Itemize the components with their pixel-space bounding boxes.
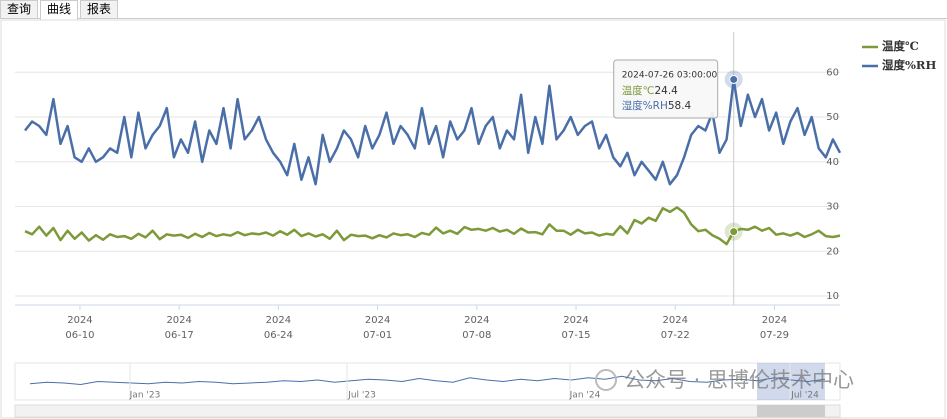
tooltip-value: 58.4 [668, 100, 692, 112]
x-tick-label: 06-17 [165, 330, 194, 341]
x-tick-year: 2024 [663, 315, 688, 326]
x-tick-label: 06-24 [264, 330, 293, 341]
x-tick-year: 2024 [266, 315, 291, 326]
tooltip-series: 温度℃ [622, 84, 655, 97]
watermark: 公众号 · 思博伦技术中心 [624, 368, 854, 392]
x-tick-year: 2024 [365, 315, 390, 326]
navigator-label: Jan '23 [129, 391, 161, 401]
tooltip-value: 24.4 [654, 85, 678, 97]
navigator-label: Jan '24 [569, 391, 601, 401]
tab[interactable]: 曲线 [40, 0, 79, 20]
legend-label: 温度℃ [882, 39, 919, 53]
navigator-label: Jul '23 [347, 391, 376, 401]
y-tick-label: 20 [826, 246, 839, 257]
scrollbar-track [14, 404, 841, 418]
x-tick-year: 2024 [563, 315, 588, 326]
chart-frame [0, 19, 946, 419]
navigator-bg [14, 362, 841, 401]
navigator-label: Jul '24 [790, 391, 819, 401]
hover-marker [729, 227, 739, 237]
tooltip-time: 2024-07-26 03:00:00 [622, 71, 718, 81]
hover-marker [729, 74, 739, 84]
x-tick-year: 2024 [67, 315, 92, 326]
y-tick-label: 60 [826, 67, 839, 78]
tab-bar: 查询 曲线 报表 [0, 0, 947, 20]
x-tick-year: 2024 [762, 315, 787, 326]
y-tick-label: 30 [826, 202, 839, 213]
x-tick-label: 07-01 [363, 330, 392, 341]
y-tick-label: 50 [826, 112, 839, 123]
tooltip-line: 湿度%RH58.4 [622, 99, 692, 112]
navigator-line [29, 375, 826, 386]
y-tick-label: 10 [826, 291, 839, 302]
legend-label: 湿度%RH [882, 58, 936, 72]
tooltip-series: 湿度%RH [622, 99, 668, 112]
tab[interactable]: 报表 [80, 0, 119, 18]
watermark-icon [595, 369, 617, 391]
scrollbar-thumb[interactable] [757, 405, 825, 417]
y-tick-label: 40 [826, 157, 839, 168]
x-tick-year: 2024 [166, 315, 191, 326]
chart: 10 20 30 40 50 60 2024 06-10 2024 06-17 2024 06-24 2… [0, 19, 946, 419]
x-tick-year: 2024 [464, 315, 489, 326]
x-tick-label: 07-08 [462, 330, 491, 341]
x-tick-label: 07-15 [561, 330, 590, 341]
tooltip-line: 温度℃24.4 [622, 84, 678, 97]
x-tick-label: 07-22 [661, 330, 690, 341]
navigator-mask [757, 363, 825, 400]
series-line [24, 206, 841, 246]
tooltip-box [613, 59, 719, 119]
x-tick-label: 07-29 [760, 330, 789, 341]
x-tick-label: 06-10 [65, 330, 94, 341]
series-line [24, 78, 842, 186]
tab[interactable]: 查询 [0, 0, 39, 18]
